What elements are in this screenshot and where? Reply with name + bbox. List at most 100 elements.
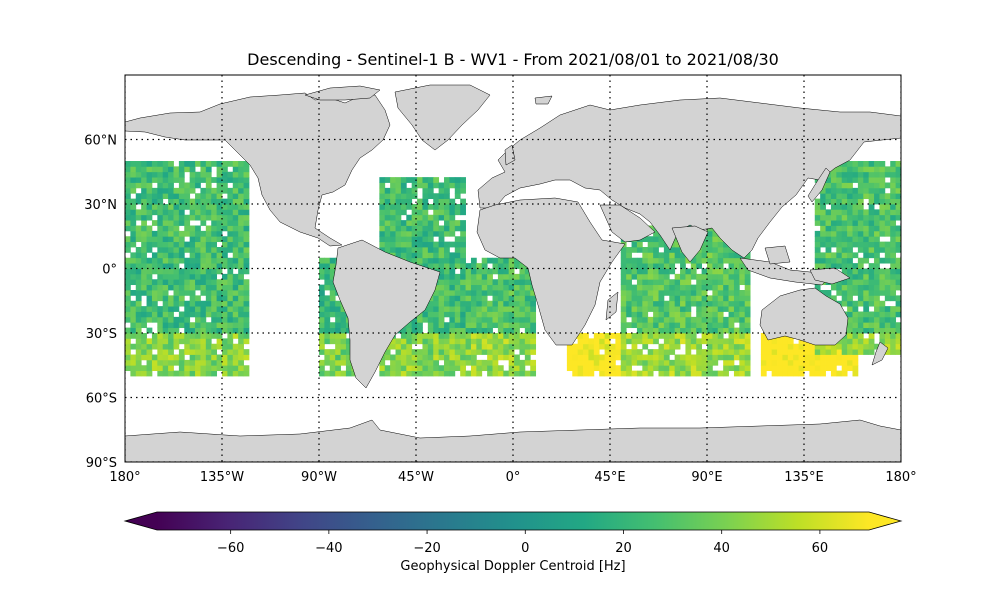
heatmap-cell [470,322,477,329]
heatmap-cell [211,333,218,339]
heatmap-cell [238,230,244,237]
heatmap-cell [583,333,589,339]
heatmap-cell [814,236,821,243]
heatmap-cell [847,166,853,173]
heatmap-cell [422,182,429,189]
heatmap-cell [184,365,191,372]
heatmap-cell [610,343,616,350]
heatmap-cell [642,236,649,243]
heatmap-cell [438,241,445,248]
heatmap-cell [723,322,729,329]
heatmap-cell [189,327,196,334]
heatmap-cell [319,268,325,275]
heatmap-cell [329,354,336,361]
heatmap-cell [232,306,239,312]
heatmap-cell [460,182,466,189]
heatmap-cell [890,322,897,329]
heatmap-cell [141,311,147,318]
heatmap-cell [503,354,510,361]
heatmap-cell [615,338,622,345]
heatmap-cell [141,187,147,194]
heatmap-cell [809,365,816,372]
heatmap-cell [195,204,201,210]
heatmap-cell [717,279,724,286]
heatmap-cell [162,333,169,339]
heatmap-cell [680,295,686,302]
heatmap-cell [707,354,713,361]
heatmap-cell [454,359,461,366]
heatmap-cell [626,268,632,275]
heatmap-cell [162,220,169,226]
heatmap-cell [125,343,131,350]
heatmap-cell [384,370,391,377]
heatmap-cell [663,290,670,296]
heatmap-cell [868,279,875,286]
heatmap-cell [178,365,185,372]
heatmap-cell [227,359,234,366]
heatmap-cell [497,349,504,355]
heatmap-cell [728,327,735,334]
heatmap-cell [141,214,147,221]
heatmap-cell [658,354,665,361]
heatmap-cell [852,225,859,232]
heatmap-cell [653,241,659,248]
heatmap-cell [162,343,169,350]
heatmap-cell [406,338,413,345]
heatmap-cell [232,247,239,253]
heatmap-cell [465,333,472,339]
heatmap-cell [168,300,174,307]
heatmap-cell [879,290,886,296]
heatmap-cell [647,257,654,264]
heatmap-cell [178,220,185,226]
heatmap-cell [151,187,158,194]
heatmap-cell [135,171,142,178]
heatmap-cell [863,177,870,183]
heatmap-cell [647,247,654,253]
heatmap-cell [406,327,413,334]
heatmap-cell [141,209,147,216]
heatmap-cell [427,306,434,312]
heatmap-cell [642,273,649,280]
heatmap-cell [674,359,681,366]
heatmap-cell [168,161,174,167]
heatmap-cell [417,359,423,366]
heatmap-cell [406,354,413,361]
heatmap-cell [814,220,821,226]
colorbar-label: Geophysical Doppler Centroid [Hz] [400,559,626,574]
heatmap-cell [481,327,488,334]
heatmap-cell [227,209,234,216]
heatmap-cell [173,316,180,323]
heatmap-cell [642,247,649,253]
heatmap-cell [232,225,239,232]
heatmap-cell [141,343,147,350]
heatmap-cell [658,327,665,334]
heatmap-cell [744,311,751,318]
heatmap-cell [232,322,239,329]
heatmap-cell [449,214,456,221]
heatmap-cell [422,209,429,216]
heatmap-cell [189,268,196,275]
heatmap-cell [411,365,418,372]
heatmap-cell [422,252,429,259]
heatmap-cell [205,333,212,339]
landmass-borneo [764,245,791,265]
heatmap-cell [433,370,440,377]
heatmap-cell [847,311,853,318]
heatmap-cell [884,343,891,350]
heatmap-cell [400,220,407,226]
heatmap-cell [874,279,880,286]
heatmap-cell [157,349,164,355]
heatmap-cell [497,327,504,334]
heatmap-cell [195,193,201,200]
heatmap-cell [243,333,250,339]
heatmap-cell [717,257,724,264]
heatmap-cell [830,252,837,259]
heatmap-cell [717,316,724,323]
heatmap-cell [508,290,515,296]
heatmap-cell [433,257,440,264]
heatmap-cell [216,333,223,339]
heatmap-cell [200,290,207,296]
heatmap-cell [814,354,821,361]
heatmap-cell [168,273,174,280]
heatmap-cell [222,257,228,264]
